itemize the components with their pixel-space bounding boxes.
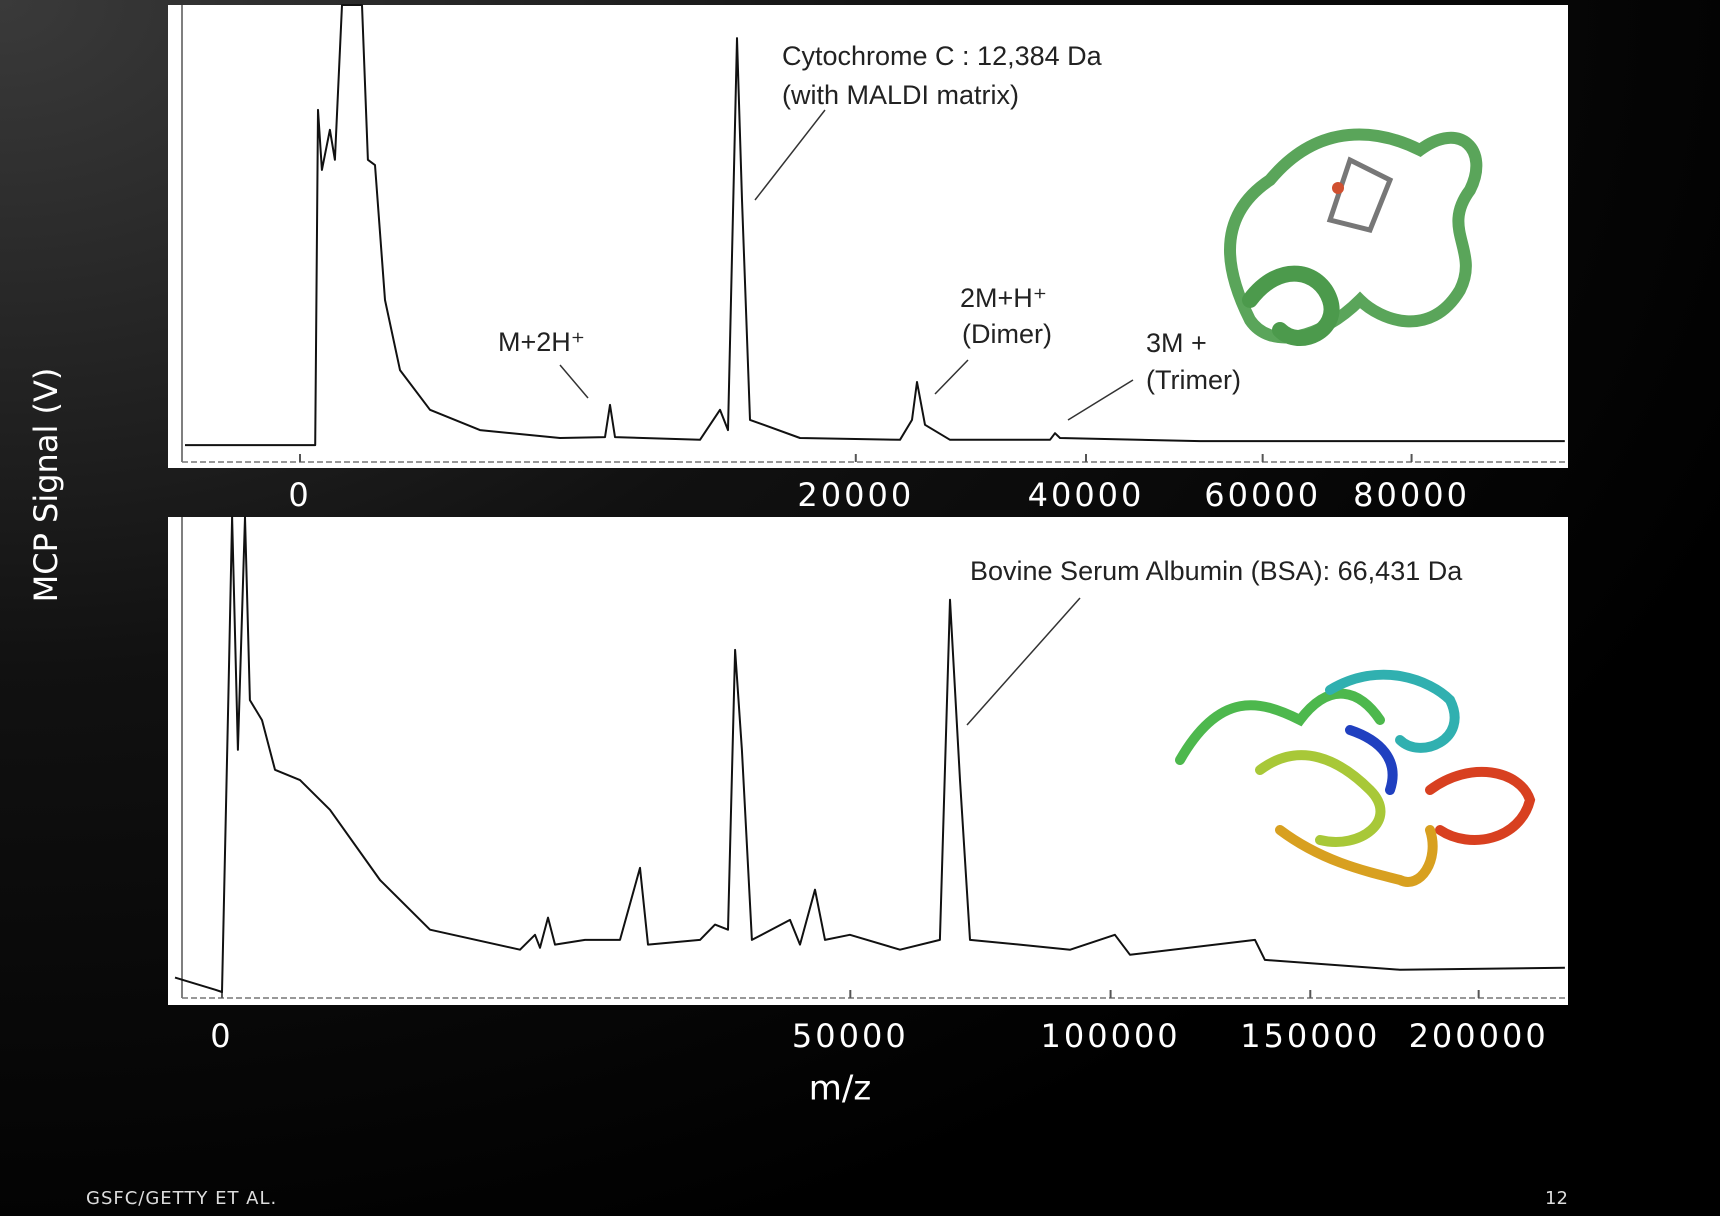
x-tick-label: 60000 <box>1204 476 1321 514</box>
x-tick-label: 40000 <box>1028 476 1145 514</box>
x-tick-label: 200000 <box>1409 1017 1549 1055</box>
footer: GSFC/GETTY ET AL. <box>86 1188 277 1209</box>
x-tick-label: 50000 <box>792 1017 909 1055</box>
panel-top <box>168 5 1568 468</box>
leader-line <box>966 597 1081 726</box>
leader-line <box>559 364 589 399</box>
annotation: (with MALDI matrix) <box>782 80 1019 110</box>
protein-image <box>1224 128 1483 347</box>
spectrum-line <box>174 516 1565 993</box>
annotation: 2M+H⁺ <box>960 283 1047 313</box>
annotation: (Trimer) <box>1146 365 1241 395</box>
x-tick-label: 80000 <box>1353 476 1470 514</box>
annotation: (Dimer) <box>962 319 1052 349</box>
annotation: Cytochrome C : 12,384 Da <box>782 41 1103 71</box>
page-number: 12 <box>1545 1188 1568 1209</box>
x-tick-label: 20000 <box>797 476 914 514</box>
annotation: Bovine Serum Albumin (BSA): 66,431 Da <box>970 556 1463 586</box>
annotation: 3M + <box>1146 328 1207 358</box>
panel-bottom <box>168 517 1568 1005</box>
y-axis-label: MCP Signal (V) <box>27 368 65 603</box>
annotation: M+2H⁺ <box>498 327 585 357</box>
spectrum-line <box>185 4 1565 447</box>
protein-image <box>1175 669 1536 887</box>
x-tick-label: 100000 <box>1041 1017 1181 1055</box>
leader-line <box>934 359 969 395</box>
x-tick-label: 0 <box>210 1017 233 1055</box>
x-tick-label: 0 <box>288 476 311 514</box>
x-tick-label: 150000 <box>1240 1017 1380 1055</box>
leader-line <box>1067 379 1134 421</box>
x-axis-label: m/z <box>809 1069 871 1109</box>
leader-line <box>754 109 826 201</box>
